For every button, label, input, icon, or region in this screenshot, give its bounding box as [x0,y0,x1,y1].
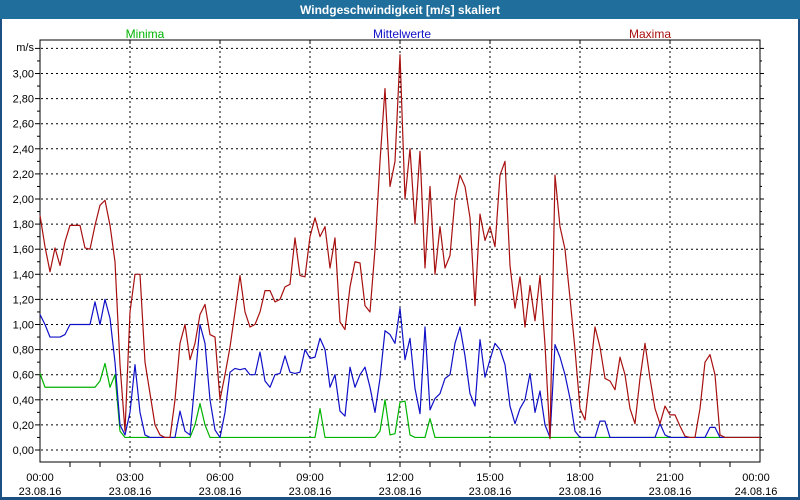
legend-item-minima: Minima [126,27,165,41]
axis-ticks [35,40,764,467]
x-tick-date-label: 23.08.16 [289,486,332,498]
maxima-line [39,54,760,440]
window-title-bar: Windgeschwindigkeit [m/s] skaliert [0,0,800,19]
y-tick-label: 2,20 [13,169,34,181]
y-tick-label: 2,00 [13,194,34,206]
y-tick-label: 1,20 [13,294,34,306]
y-tick-label: 2,60 [13,119,34,131]
y-tick-label: 0,20 [13,420,34,432]
x-tick-time-label: 18:00 [566,472,594,484]
legend-label-maxima: Maxima [628,27,672,41]
y-tick-label: 0,00 [13,445,34,457]
x-tick-date-label: 23.08.16 [19,486,62,498]
x-tick-date-label: 23.08.16 [469,486,512,498]
x-tick-date-label: 23.08.16 [559,486,602,498]
x-tick-date-label: 23.08.16 [379,486,422,498]
gridlines [41,41,759,461]
x-tick-time-label: 15:00 [476,472,504,484]
y-tick-label: 0,40 [13,395,34,407]
x-tick-date-label: 23.08.16 [109,486,152,498]
chart-title: Windgeschwindigkeit [m/s] skaliert [300,2,500,17]
x-tick-time-label: 06:00 [206,472,234,484]
y-tick-label: 0,60 [13,370,34,382]
y-tick-label: 1,00 [13,320,34,332]
x-tick-time-label: 00:00 [26,472,54,484]
legend-item-mittelwerte: Mittelwerte [373,27,431,41]
mittelwerte-line [39,298,760,439]
window-frame-bottom [0,497,800,500]
window-frame-left [0,19,2,500]
y-tick-label: 1,60 [13,244,34,256]
y-tick-label: 0,80 [13,345,34,357]
legend-label-mittelwerte: Mittelwerte [372,27,432,41]
window-frame-right [798,19,800,500]
x-tick-date-label: 24.08.16 [735,486,778,498]
y-axis-unit-label: m/s [16,42,34,54]
axis-labels: 0,00 0,20 0,40 0,60 0,80 1,00 1,20 1,40 1,60 1,80… [13,42,778,498]
x-tick-date-label: 23.08.16 [649,486,692,498]
y-tick-label: 2,80 [13,94,34,106]
y-tick-label: 2,40 [13,144,34,156]
x-tick-date-label: 23.08.16 [199,486,242,498]
x-tick-time-label: 09:00 [296,472,324,484]
y-tick-label: 1,80 [13,219,34,231]
legend-item-maxima: Maxima [629,27,671,41]
y-tick-label: 3,00 [13,69,34,81]
x-tick-time-label: 03:00 [116,472,144,484]
x-tick-time-label: 12:00 [386,472,414,484]
x-tick-time-label: 00:00 [742,472,770,484]
x-tick-time-label: 21:00 [656,472,684,484]
legend-label-minima: Minima [125,27,165,41]
y-tick-label: 1,40 [13,269,34,281]
